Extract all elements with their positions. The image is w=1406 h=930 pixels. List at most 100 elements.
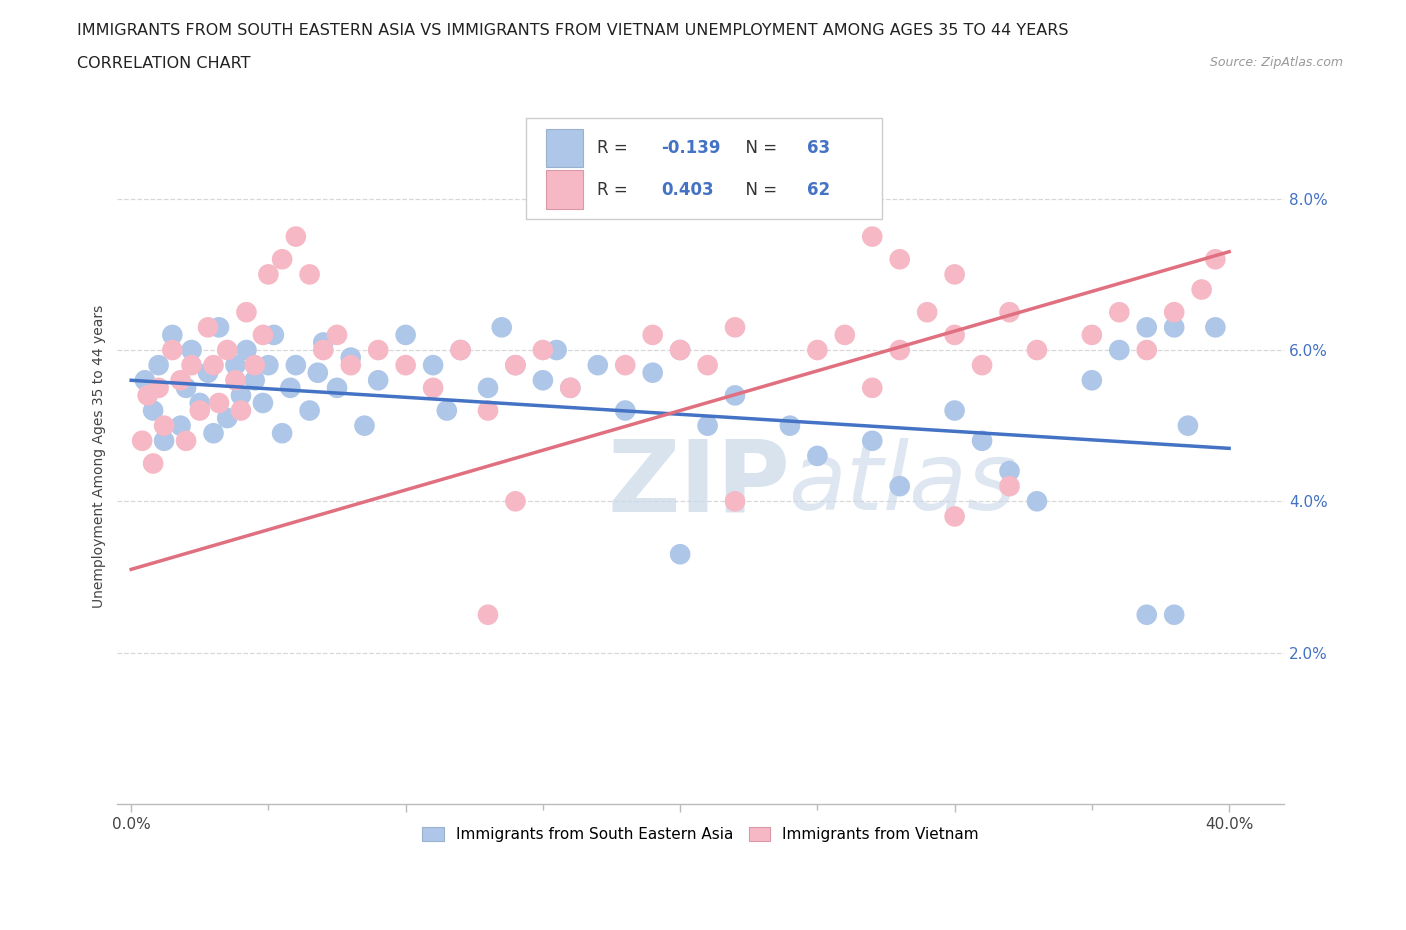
Point [307,365,329,380]
Point [1204,252,1226,267]
Point [136,388,159,403]
Point [860,433,883,448]
Point [243,373,266,388]
Point [188,395,211,410]
Point [970,358,993,373]
Point [943,509,966,524]
Point [1163,305,1185,320]
Point [1163,320,1185,335]
Point [162,327,184,342]
Point [217,411,239,426]
Point [1136,607,1159,622]
Point [724,494,747,509]
Point [197,365,219,380]
Point [153,433,176,448]
Point [696,418,718,433]
Point [1136,342,1159,357]
Point [436,403,458,418]
Point [217,342,239,357]
Point [395,327,418,342]
Point [229,403,252,418]
Text: 63: 63 [807,140,830,157]
Point [298,403,321,418]
Point [284,229,307,244]
Point [477,403,499,418]
Point [724,388,747,403]
Point [326,327,349,342]
Point [142,456,165,471]
Point [142,403,165,418]
Point [1081,373,1104,388]
Point [477,607,499,622]
Point [257,358,280,373]
Point [614,403,637,418]
Point [169,373,191,388]
Point [202,358,225,373]
FancyBboxPatch shape [526,118,882,219]
FancyBboxPatch shape [546,170,583,208]
Point [208,320,231,335]
Point [889,479,911,494]
Point [1026,494,1049,509]
Point [180,358,202,373]
Point [806,342,828,357]
Text: atlas: atlas [789,438,1017,529]
Point [450,342,472,357]
Point [180,342,202,357]
Point [188,403,211,418]
Point [1163,607,1185,622]
Point [148,358,170,373]
Point [422,380,444,395]
Point [339,358,361,373]
Point [224,373,246,388]
Point [586,358,609,373]
Point [998,305,1021,320]
Point [169,418,191,433]
Point [1177,418,1199,433]
Point [669,342,692,357]
Point [174,380,197,395]
Text: -0.139: -0.139 [661,140,720,157]
Point [263,327,285,342]
Text: IMMIGRANTS FROM SOUTH EASTERN ASIA VS IMMIGRANTS FROM VIETNAM UNEMPLOYMENT AMONG: IMMIGRANTS FROM SOUTH EASTERN ASIA VS IM… [77,23,1069,38]
Point [889,252,911,267]
Point [271,426,294,441]
Point [235,342,257,357]
Point [224,358,246,373]
Point [889,342,911,357]
Point [367,373,389,388]
Point [235,305,257,320]
Point [1191,282,1213,297]
Point [860,380,883,395]
Y-axis label: Unemployment Among Ages 35 to 44 years: Unemployment Among Ages 35 to 44 years [93,304,107,607]
Point [779,418,801,433]
Point [1081,327,1104,342]
Text: R =: R = [598,180,633,198]
Point [298,267,321,282]
Point [669,547,692,562]
Point [915,305,938,320]
Point [943,403,966,418]
Text: R =: R = [598,140,633,157]
Point [257,267,280,282]
Point [834,327,856,342]
Point [353,418,375,433]
Point [546,342,568,357]
Point [131,433,153,448]
Point [284,358,307,373]
Text: N =: N = [734,180,782,198]
Point [1136,320,1159,335]
Point [696,358,718,373]
Point [970,433,993,448]
Point [243,358,266,373]
Point [1108,305,1130,320]
Point [943,267,966,282]
Point [395,358,418,373]
Text: N =: N = [734,140,782,157]
Point [271,252,294,267]
Point [477,380,499,395]
FancyBboxPatch shape [546,129,583,167]
Point [229,388,252,403]
Point [134,373,156,388]
Point [252,327,274,342]
